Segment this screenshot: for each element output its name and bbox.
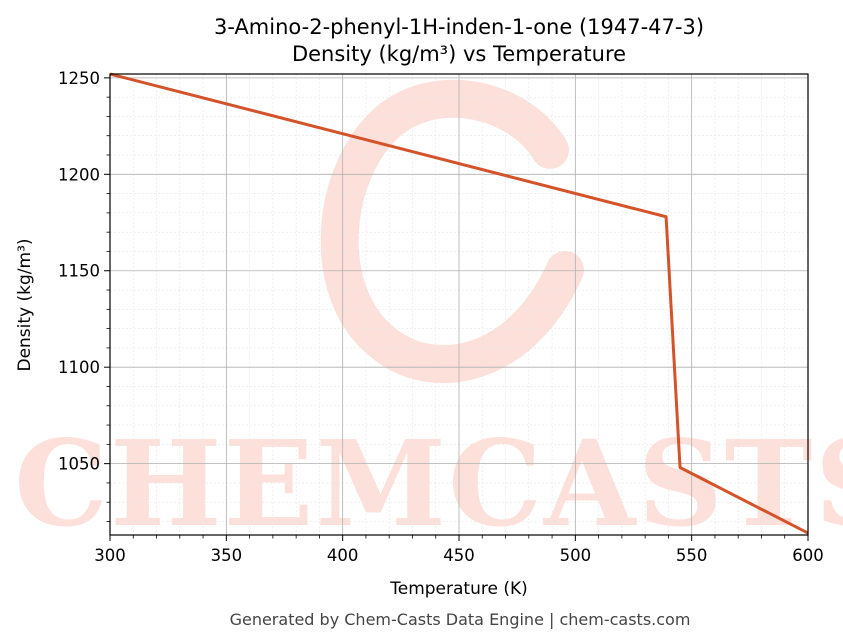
x-axis-ticks: 300 350 400 450 500 550 600 bbox=[94, 535, 824, 565]
watermark: CHEMCASTS bbox=[14, 79, 843, 553]
y-tick-label: 1150 bbox=[58, 262, 100, 281]
y-tick-label: 1050 bbox=[58, 455, 100, 474]
x-tick-label: 550 bbox=[676, 546, 708, 565]
footer-credit: Generated by Chem-Casts Data Engine | ch… bbox=[230, 610, 691, 629]
x-tick-label: 450 bbox=[443, 546, 475, 565]
chart-title-line2: Density (kg/m³) vs Temperature bbox=[292, 42, 626, 66]
x-tick-label: 600 bbox=[792, 546, 824, 565]
y-tick-label: 1200 bbox=[58, 165, 100, 184]
y-axis-ticks: 1050 1100 1150 1200 1250 bbox=[58, 69, 110, 522]
y-axis-label: Density (kg/m³) bbox=[15, 238, 35, 371]
x-tick-label: 500 bbox=[560, 546, 592, 565]
x-axis-label: Temperature (K) bbox=[389, 579, 528, 599]
density-series-line bbox=[109, 72, 809, 535]
y-tick-label: 1250 bbox=[58, 69, 100, 88]
y-tick-label: 1100 bbox=[58, 358, 100, 377]
watermark-logo-icon bbox=[320, 79, 584, 384]
x-tick-label: 300 bbox=[94, 546, 126, 565]
watermark-text: CHEMCASTS bbox=[14, 414, 843, 553]
x-tick-label: 400 bbox=[327, 546, 359, 565]
chart-title-line1: 3-Amino-2-phenyl-1H-inden-1-one (1947-47… bbox=[214, 15, 704, 39]
x-tick-label: 350 bbox=[211, 546, 243, 565]
